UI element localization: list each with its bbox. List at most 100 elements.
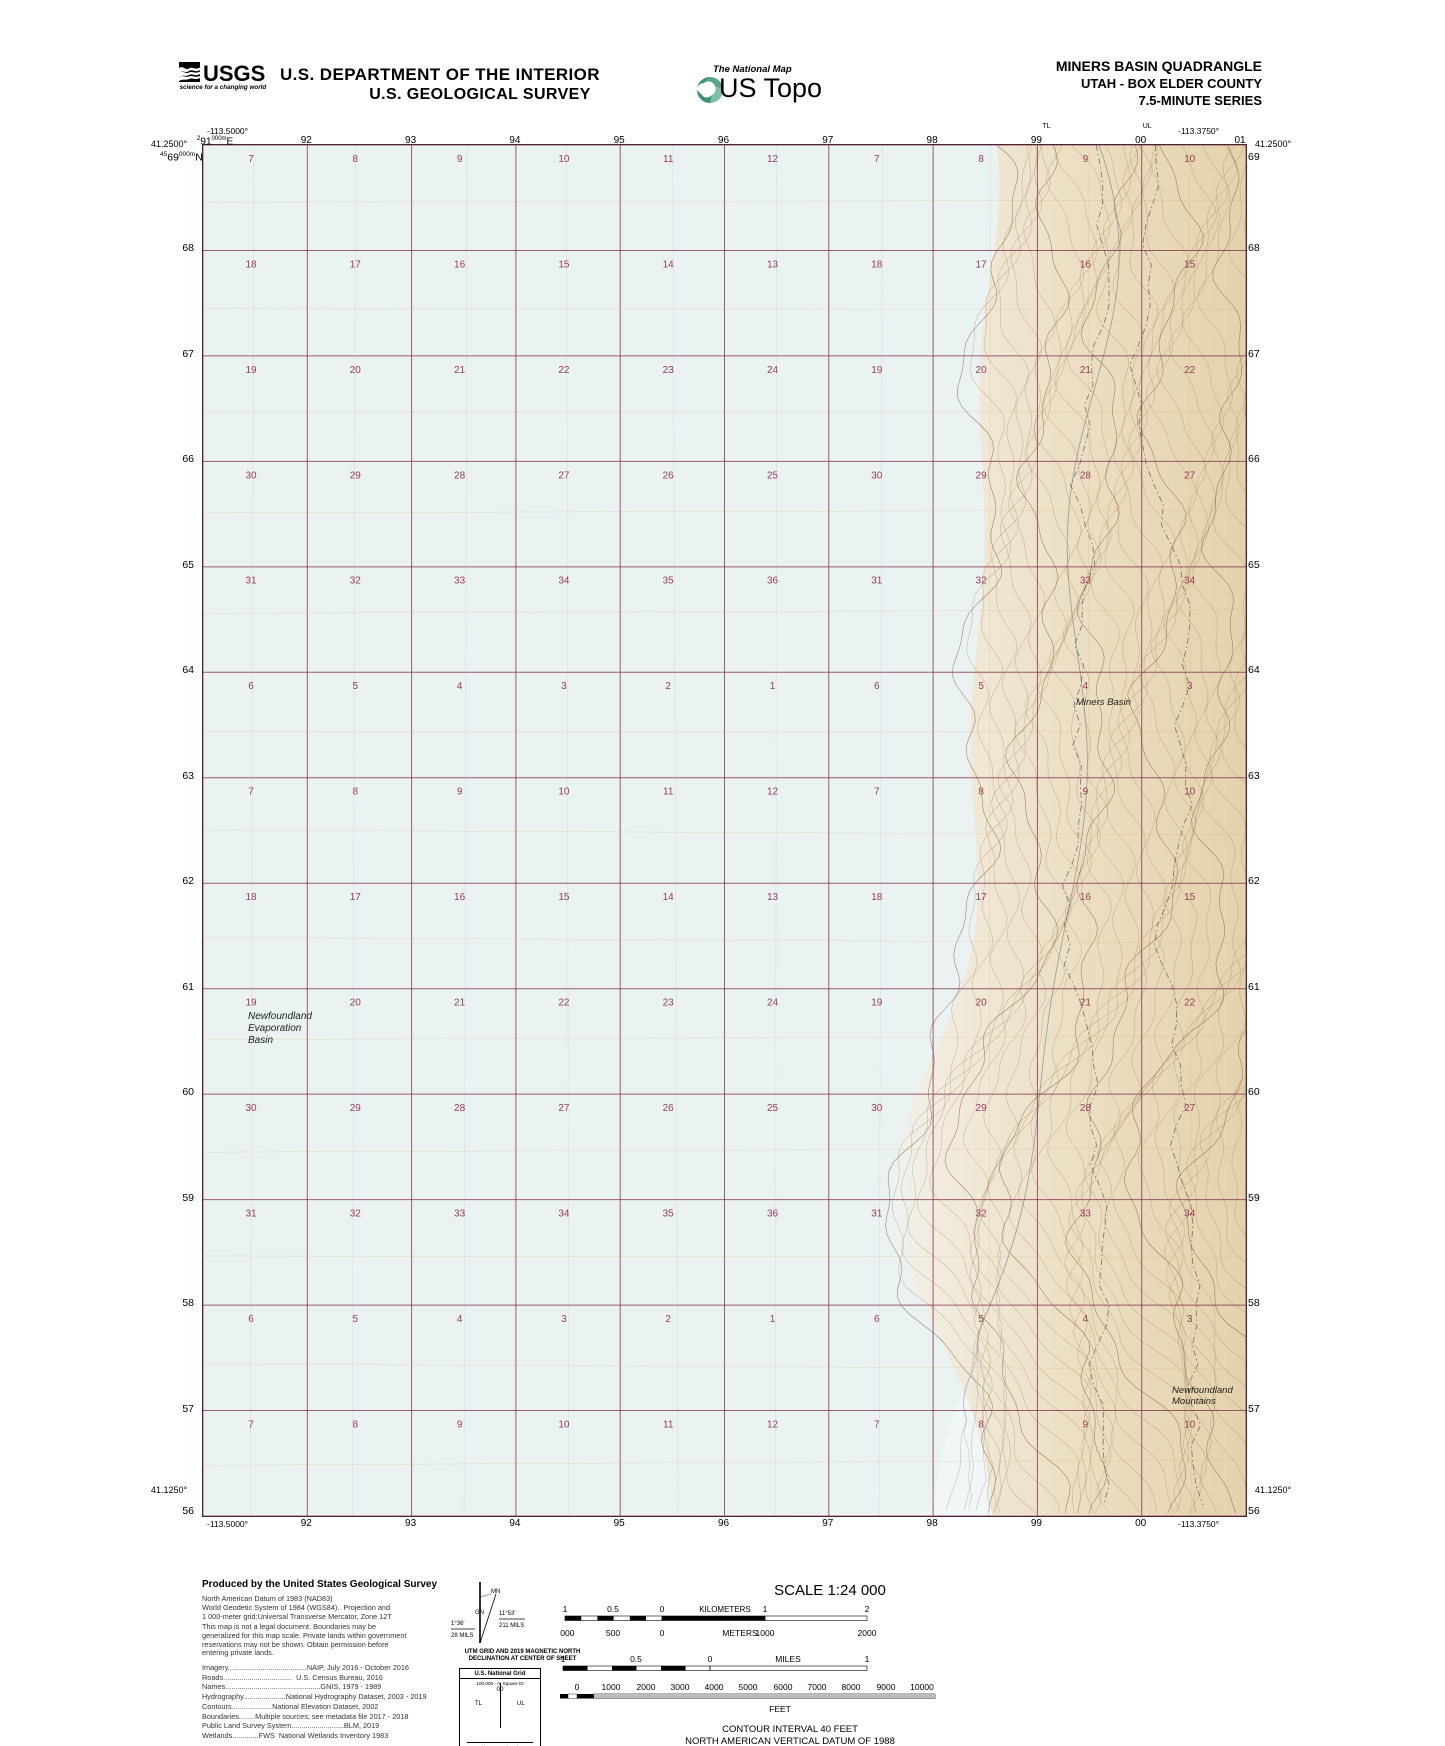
svg-text:500: 500 <box>606 1628 620 1638</box>
svg-text:22: 22 <box>558 365 570 376</box>
svg-text:31: 31 <box>871 576 883 587</box>
svg-text:17: 17 <box>976 259 988 270</box>
svg-text:10: 10 <box>1184 154 1196 165</box>
svg-text:3000: 3000 <box>671 1682 690 1692</box>
svg-text:5: 5 <box>353 1314 359 1325</box>
svg-text:28: 28 <box>1080 470 1092 481</box>
svg-text:25: 25 <box>767 1103 779 1114</box>
svg-text:8: 8 <box>353 1419 359 1430</box>
svg-text:18: 18 <box>871 892 883 903</box>
svg-text:5: 5 <box>978 681 984 692</box>
svg-text:33: 33 <box>1080 1209 1092 1220</box>
svg-text:8: 8 <box>978 1419 984 1430</box>
svg-text:2000: 2000 <box>637 1682 656 1692</box>
svg-text:9: 9 <box>1083 787 1089 798</box>
svg-text:7: 7 <box>248 1419 254 1430</box>
svg-text:1°36': 1°36' <box>451 1621 465 1627</box>
svg-text:4000: 4000 <box>705 1682 724 1692</box>
svg-text:5: 5 <box>978 1314 984 1325</box>
svg-text:19: 19 <box>871 365 883 376</box>
svg-text:16: 16 <box>454 259 466 270</box>
svg-text:4: 4 <box>1083 1314 1089 1325</box>
svg-text:10: 10 <box>558 787 570 798</box>
svg-text:science for a changing world: science for a changing world <box>180 84 267 91</box>
svg-text:24: 24 <box>767 365 779 376</box>
svg-text:31: 31 <box>245 576 257 587</box>
svg-text:17: 17 <box>350 892 362 903</box>
svg-text:19: 19 <box>245 365 257 376</box>
svg-text:MILES: MILES <box>775 1654 801 1664</box>
svg-text:28: 28 <box>1080 1103 1092 1114</box>
svg-text:7: 7 <box>874 787 880 798</box>
svg-text:21: 21 <box>1080 998 1092 1009</box>
svg-text:15: 15 <box>558 259 570 270</box>
svg-text:9: 9 <box>457 1419 463 1430</box>
svg-text:25: 25 <box>767 470 779 481</box>
svg-text:0: 0 <box>660 1604 665 1614</box>
svg-text:1000: 1000 <box>602 1682 621 1692</box>
svg-text:32: 32 <box>350 576 362 587</box>
svg-text:0: 0 <box>660 1628 665 1638</box>
svg-text:14: 14 <box>663 259 675 270</box>
svg-text:36: 36 <box>767 576 779 587</box>
svg-text:1: 1 <box>561 1654 566 1664</box>
svg-text:11: 11 <box>663 154 674 165</box>
svg-text:10: 10 <box>1184 787 1196 798</box>
svg-text:6000: 6000 <box>774 1682 793 1692</box>
svg-text:9: 9 <box>457 787 463 798</box>
svg-text:4: 4 <box>1083 681 1089 692</box>
svg-text:US Topo: US Topo <box>719 73 822 103</box>
svg-text:11: 11 <box>663 787 674 798</box>
svg-text:22: 22 <box>558 998 570 1009</box>
svg-text:8: 8 <box>978 154 984 165</box>
svg-text:9000: 9000 <box>877 1682 896 1692</box>
svg-text:30: 30 <box>871 1103 883 1114</box>
svg-text:27: 27 <box>558 470 570 481</box>
svg-text:34: 34 <box>558 1209 570 1220</box>
svg-text:20: 20 <box>976 998 988 1009</box>
svg-text:5: 5 <box>353 681 359 692</box>
svg-text:35: 35 <box>663 576 675 587</box>
svg-text:12: 12 <box>767 154 779 165</box>
svg-text:7000: 7000 <box>808 1682 827 1692</box>
svg-text:20: 20 <box>976 365 988 376</box>
svg-text:26: 26 <box>663 470 675 481</box>
svg-text:11°53': 11°53' <box>499 1611 515 1617</box>
svg-text:3: 3 <box>1187 1314 1193 1325</box>
svg-text:1000: 1000 <box>756 1628 775 1638</box>
svg-text:7: 7 <box>874 154 880 165</box>
svg-text:6: 6 <box>248 1314 254 1325</box>
svg-text:18: 18 <box>871 259 883 270</box>
svg-text:30: 30 <box>245 1103 257 1114</box>
svg-text:24: 24 <box>767 998 779 1009</box>
svg-text:1: 1 <box>770 681 776 692</box>
svg-text:METERS: METERS <box>722 1628 758 1638</box>
svg-text:21: 21 <box>1080 365 1092 376</box>
svg-text:28: 28 <box>454 470 466 481</box>
svg-text:3: 3 <box>1187 681 1193 692</box>
svg-text:30: 30 <box>871 470 883 481</box>
svg-text:0: 0 <box>708 1654 713 1664</box>
svg-text:32: 32 <box>976 576 988 587</box>
svg-text:6: 6 <box>874 1314 880 1325</box>
svg-text:7: 7 <box>248 787 254 798</box>
svg-text:15: 15 <box>1184 892 1196 903</box>
svg-text:29: 29 <box>976 1103 988 1114</box>
svg-text:21: 21 <box>454 998 466 1009</box>
svg-text:2000: 2000 <box>858 1628 877 1638</box>
svg-text:10: 10 <box>558 1419 570 1430</box>
svg-text:1: 1 <box>763 1604 768 1614</box>
svg-text:31: 31 <box>245 1209 257 1220</box>
svg-text:31: 31 <box>871 1209 883 1220</box>
svg-text:19: 19 <box>871 998 883 1009</box>
svg-text:29: 29 <box>350 1103 362 1114</box>
svg-text:27: 27 <box>1184 1103 1196 1114</box>
svg-text:12: 12 <box>767 787 779 798</box>
svg-text:21: 21 <box>454 365 466 376</box>
svg-text:1000: 1000 <box>560 1628 575 1638</box>
svg-text:27: 27 <box>1184 470 1196 481</box>
svg-text:4: 4 <box>457 681 463 692</box>
svg-text:16: 16 <box>454 892 466 903</box>
svg-text:35: 35 <box>663 1209 675 1220</box>
svg-text:16: 16 <box>1080 259 1092 270</box>
